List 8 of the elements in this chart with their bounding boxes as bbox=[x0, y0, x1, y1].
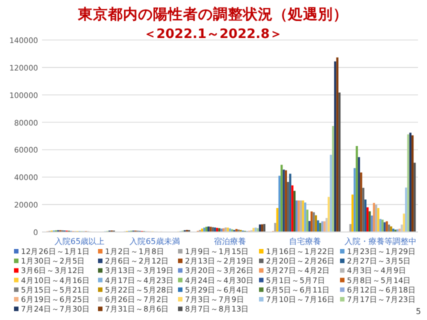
x-tick-label: 入院65歳以上 bbox=[54, 237, 105, 246]
chart-subtitle: ＜2022.1～2022.8＞ bbox=[143, 27, 283, 42]
x-tick-label: 自宅療養 bbox=[289, 237, 322, 246]
chart-title: 東京都内の陽性者の調整状況（処遇別） bbox=[77, 5, 348, 23]
x-tick-label: 宿泊療養 bbox=[214, 237, 246, 246]
x-tick-label: 入院65歳未満 bbox=[130, 237, 180, 246]
x-tick-label: 入院・療養等調整中 bbox=[344, 237, 416, 246]
text: 5 bbox=[416, 307, 421, 316]
